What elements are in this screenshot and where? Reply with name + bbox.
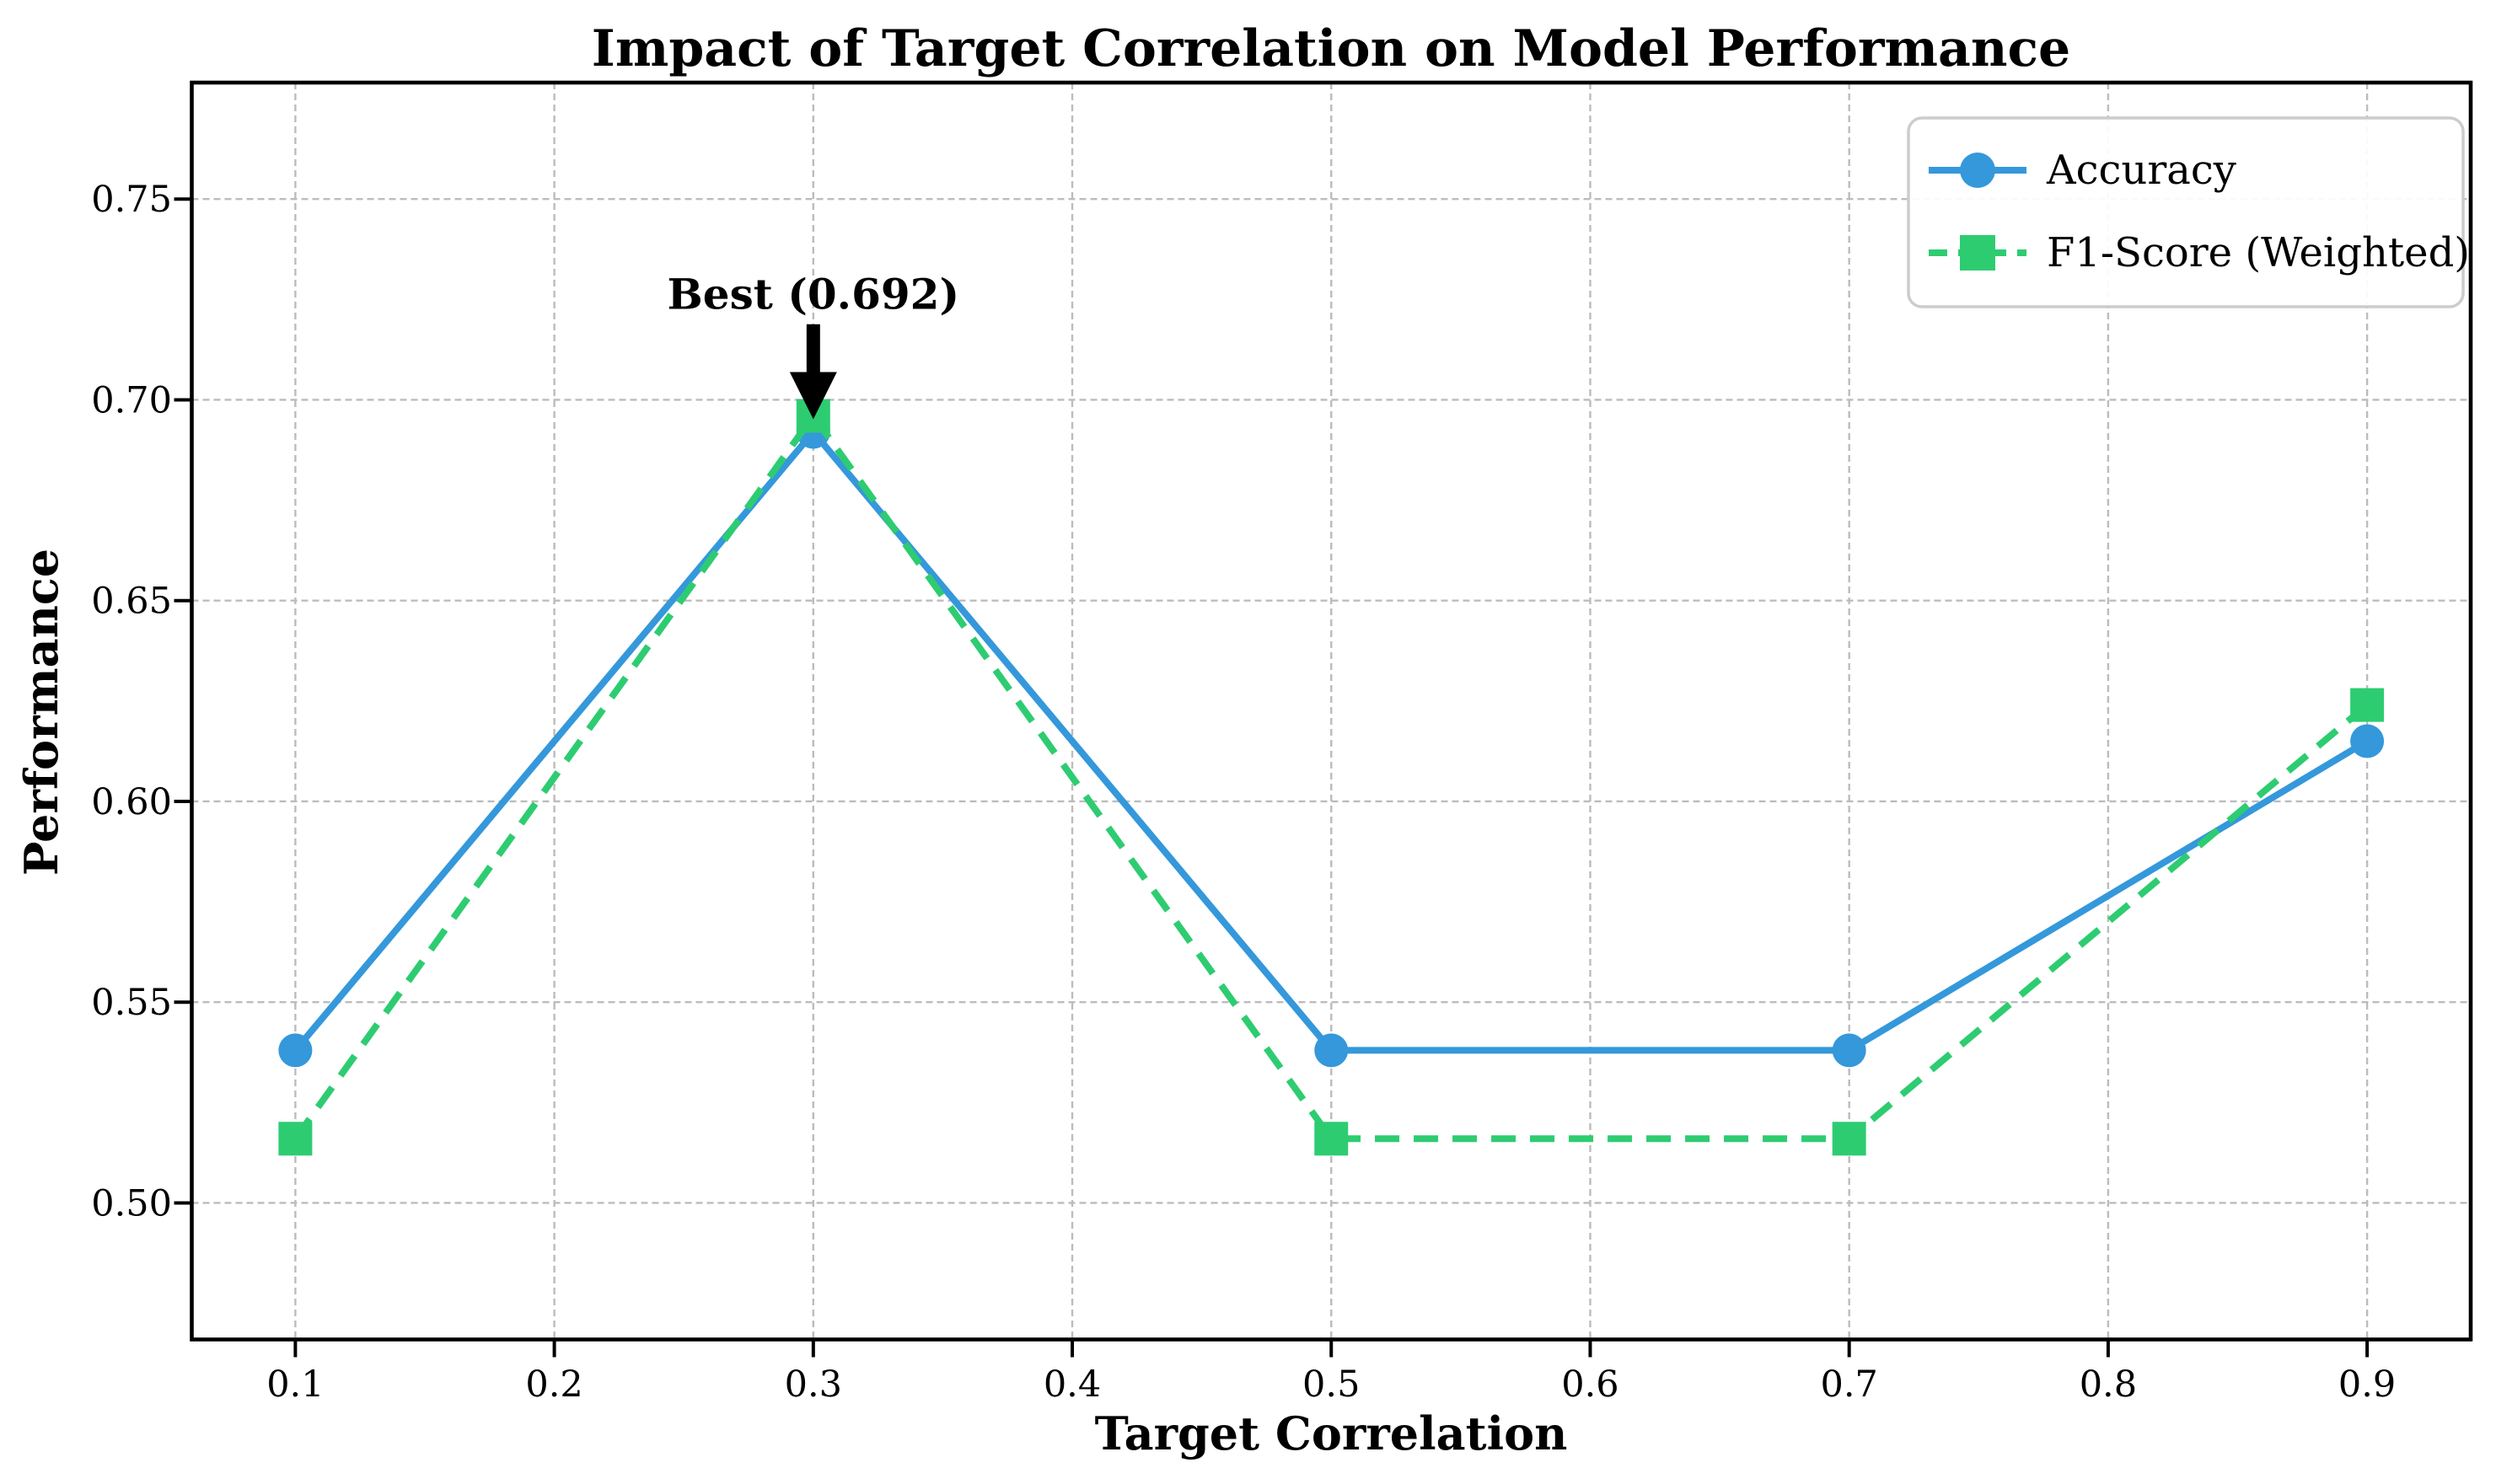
chart-title: Impact of Target Correlation on Model Pe… (592, 19, 2070, 78)
x-axis-label: Target Correlation (1095, 1406, 1568, 1460)
x-tick-label: 0.8 (2080, 1363, 2137, 1406)
legend-label-accuracy: Accuracy (2046, 147, 2236, 194)
data-series (278, 399, 2385, 1156)
legend-box (1907, 116, 2465, 308)
legend-label-f1-score: F1-Score (Weighted) (2047, 229, 2470, 276)
legend-swatches (1929, 153, 2026, 271)
y-axis-label: Performance (14, 549, 68, 876)
square-marker (1832, 1122, 1866, 1156)
annotation-label: Best (0.692) (668, 270, 960, 319)
series-1 (278, 399, 2385, 1156)
down-arrow-icon (789, 324, 837, 420)
square-marker (1314, 1122, 1349, 1156)
y-tick-labels: 0.50 0.55 0.60 0.65 0.70 0.75 (91, 179, 172, 1224)
x-tick-label: 0.3 (785, 1363, 842, 1406)
x-tick-label: 0.2 (525, 1363, 582, 1406)
axis-ticks (174, 197, 2370, 1358)
series-line-1 (293, 410, 2370, 1143)
x-tick-label: 0.5 (1302, 1363, 1360, 1406)
circle-marker (2350, 724, 2385, 758)
y-tick-label: 0.50 (91, 1182, 172, 1224)
annotation: Best (0.692) (668, 270, 960, 420)
x-tick-labels: 0.1 0.2 0.3 0.4 0.5 0.6 0.7 0.8 0.9 (266, 1363, 2396, 1406)
x-tick-label: 0.4 (1044, 1363, 1101, 1406)
x-tick-label: 0.9 (2338, 1363, 2396, 1406)
y-tick-label: 0.75 (91, 179, 172, 221)
circle-marker (1314, 1033, 1349, 1068)
y-tick-label: 0.55 (91, 982, 172, 1024)
plot-border (190, 80, 2473, 1342)
x-tick-label: 0.1 (266, 1363, 324, 1406)
square-marker (278, 1122, 313, 1156)
legend-circle-marker (1960, 153, 1995, 188)
x-tick-label: 0.6 (1561, 1363, 1618, 1406)
legend-square-marker (1960, 235, 1995, 271)
square-marker (2350, 688, 2385, 722)
y-tick-label: 0.70 (91, 379, 172, 421)
y-tick-label: 0.65 (91, 581, 172, 623)
circle-marker (1832, 1033, 1866, 1068)
legend: Accuracy F1-Score (Weighted) (1907, 116, 2470, 308)
y-tick-label: 0.60 (91, 781, 172, 823)
x-tick-label: 0.7 (1820, 1363, 1877, 1406)
circle-marker (278, 1033, 313, 1068)
